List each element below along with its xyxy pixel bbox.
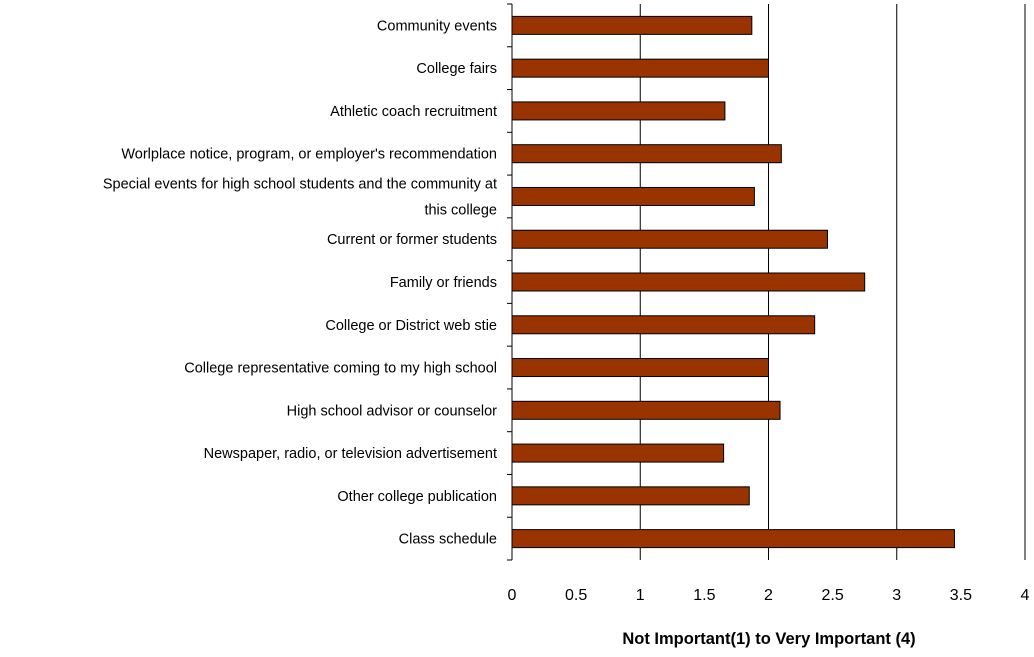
bar (511, 186, 755, 206)
category-label: Community events (377, 18, 497, 34)
category-label: High school advisor or counselor (287, 403, 498, 419)
x-tick-label: 1 (636, 587, 645, 604)
category-label: Other college publication (337, 489, 497, 505)
x-tick-labels: 0 0.5 1 1.5 2 2.5 3 3.5 4 (508, 587, 1030, 604)
category-label: Special events for high school students … (103, 176, 497, 192)
x-tick-label: 2 (764, 587, 773, 604)
bar (511, 58, 769, 78)
x-tick-label: 1.5 (693, 587, 715, 604)
bar (511, 443, 725, 463)
bar (511, 486, 750, 506)
category-label: College representative coming to my high… (184, 361, 497, 377)
category-label: Athletic coach recruitment (330, 104, 497, 120)
x-tick-label: 2.5 (822, 587, 844, 604)
bar (511, 229, 828, 249)
bar (511, 144, 782, 164)
category-label: Current or former students (327, 232, 497, 248)
bar (511, 315, 816, 335)
x-tick-label: 3.5 (950, 587, 972, 604)
x-tick-label: 0 (508, 587, 517, 604)
bars (511, 15, 955, 549)
x-axis-title: Not Important(1) to Very Important (4) (622, 630, 915, 648)
category-label: Worlplace notice, program, or employer's… (121, 147, 497, 163)
bar (511, 358, 769, 378)
x-tick-label: 4 (1021, 587, 1030, 604)
category-label: Family or friends (390, 275, 497, 291)
category-label: Newspaper, radio, or television advertis… (204, 446, 497, 462)
bar (511, 529, 955, 549)
bar (511, 400, 781, 420)
axes (507, 3, 513, 561)
category-label: Class schedule (399, 532, 497, 548)
category-label: College fairs (416, 61, 497, 77)
x-tick-label: 3 (892, 587, 901, 604)
bar (511, 15, 753, 35)
category-label: this college (424, 202, 497, 218)
x-tick-label: 0.5 (565, 587, 587, 604)
category-labels: Community events College fairs Athletic co… (103, 18, 497, 547)
bar (511, 272, 866, 292)
bar (511, 101, 726, 121)
category-label: College or District web stie (325, 318, 497, 334)
